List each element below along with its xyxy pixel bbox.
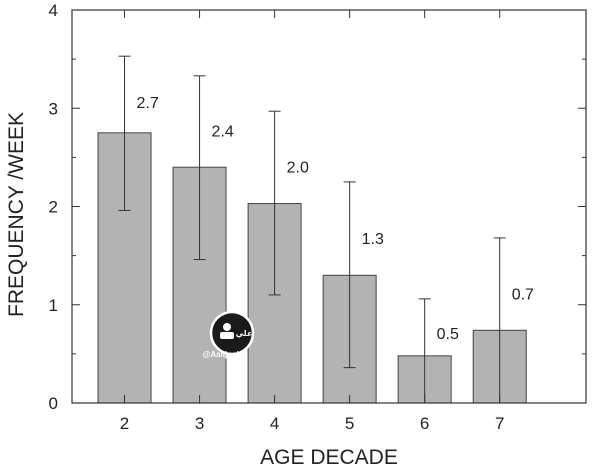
x-axis-title: AGE DECADE — [260, 446, 398, 469]
x-tick-label-5: 5 — [345, 414, 354, 433]
data-label-7: 0.7 — [512, 286, 534, 303]
data-label-4: 2.0 — [287, 160, 309, 177]
data-label-5: 1.3 — [362, 231, 384, 248]
y-tick-label-0: 0 — [49, 394, 58, 413]
data-labels-layer: 2.7 2.4 2.0 1.3 0.5 0.7 — [137, 95, 535, 343]
watermark-figure-body — [220, 332, 234, 339]
data-label-2: 2.7 — [137, 95, 159, 112]
x-tick-label-2: 2 — [120, 414, 129, 433]
x-tick-label-7: 7 — [495, 414, 504, 433]
watermark-handle: @Aalijnab — [203, 350, 242, 359]
watermark-figure-head — [223, 323, 231, 331]
x-tick-label-4: 4 — [270, 414, 279, 433]
y-tick-label-1: 1 — [49, 296, 58, 315]
data-label-6: 0.5 — [437, 326, 459, 343]
bars-layer — [97, 132, 527, 404]
y-tick-label-4: 4 — [49, 1, 58, 20]
y-axis-title: FREQUENCY /WEEK — [5, 112, 28, 317]
data-label-3: 2.4 — [212, 124, 234, 141]
watermark-logo: علي @Aalijnab — [203, 310, 255, 359]
x-tick-label-3: 3 — [195, 414, 204, 433]
watermark-logo-text: علي — [236, 329, 253, 338]
error-bars-layer — [118, 55, 506, 403]
y-tick-label-3: 3 — [49, 99, 58, 118]
x-tick-label-6: 6 — [420, 414, 429, 433]
y-tick-label-2: 2 — [49, 198, 58, 217]
ticks-layer: 2 3 4 5 6 7 0 1 2 3 4 — [49, 1, 586, 433]
